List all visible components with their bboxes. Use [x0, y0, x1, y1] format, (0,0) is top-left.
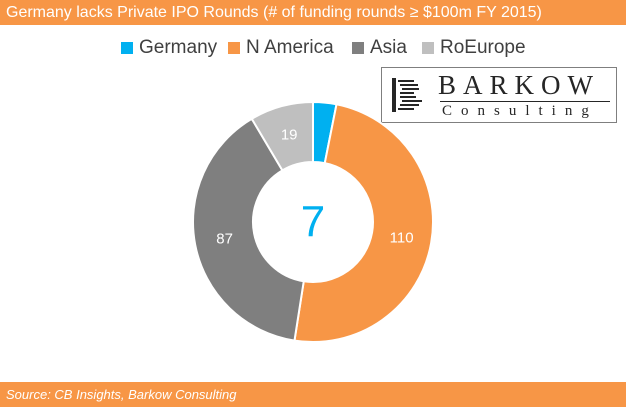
legend-swatch-asia — [352, 42, 364, 54]
donut-slices — [192, 100, 434, 343]
chart-title: Germany lacks Private IPO Rounds (# of f… — [0, 0, 626, 25]
legend-swatch-germany — [121, 42, 133, 54]
logo-name: BARKOW — [438, 70, 600, 100]
data-label-n-america: 110 — [390, 229, 414, 246]
legend-label-n-america: N America — [246, 37, 334, 58]
legend-item-n-america: N America — [228, 36, 334, 60]
legend-label-germany: Germany — [139, 37, 218, 58]
barkow-logo: BARKOW Consulting — [381, 67, 617, 123]
donut-slice-n-america — [293, 103, 434, 343]
chart-legend: Germany N America Asia RoEurope — [0, 36, 626, 60]
legend-item-asia: Asia — [352, 36, 407, 60]
donut-slice-asia — [192, 117, 305, 342]
barkow-logo-mark-icon — [392, 78, 422, 112]
source-note: Source: CB Insights, Barkow Consulting — [0, 382, 626, 407]
donut-center-label: 7 — [301, 198, 325, 247]
donut-slice-roeurope — [250, 100, 314, 172]
legend-swatch-n-america — [228, 42, 240, 54]
legend-item-roeurope: RoEurope — [422, 36, 526, 60]
logo-subtitle: Consulting — [442, 103, 598, 119]
data-label-asia: 87 — [216, 231, 233, 248]
legend-item-germany: Germany — [121, 36, 217, 60]
legend-label-asia: Asia — [370, 37, 407, 58]
legend-swatch-roeurope — [422, 42, 434, 54]
legend-label-roeurope: RoEurope — [440, 37, 526, 58]
donut-data-labels: 110 87 19 — [216, 127, 413, 248]
logo-divider — [440, 101, 610, 102]
data-label-roeurope: 19 — [281, 127, 298, 144]
